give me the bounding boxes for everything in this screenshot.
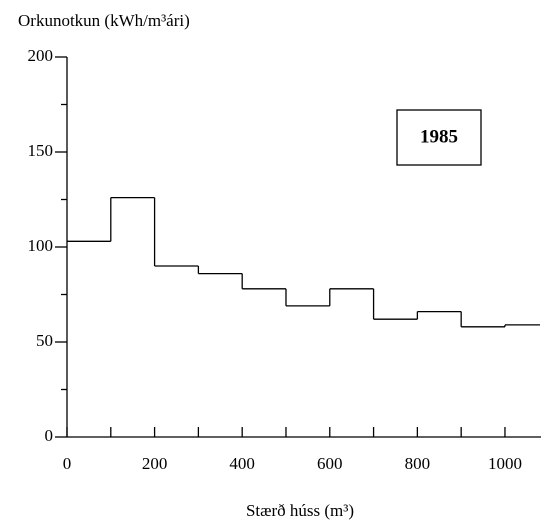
x-tick-label: 200 [142, 454, 168, 473]
y-tick-label: 50 [36, 331, 53, 350]
annotation-box [396, 109, 482, 166]
y-tick-label: 150 [28, 141, 54, 160]
x-tick-label: 400 [229, 454, 255, 473]
y-tick-label: 200 [28, 46, 54, 65]
x-tick-label: 0 [63, 454, 72, 473]
x-tick-label: 600 [317, 454, 343, 473]
y-tick-label: 0 [45, 426, 54, 445]
x-axis-label: Stærð húss (m³) [246, 501, 354, 520]
y-tick-label: 100 [28, 236, 54, 255]
chart-title: Orkunotkun (kWh/m³ári) [18, 11, 190, 30]
x-tick-label: 800 [405, 454, 431, 473]
annotation: 1985 [420, 126, 458, 147]
x-tick-label: 1000 [488, 454, 522, 473]
